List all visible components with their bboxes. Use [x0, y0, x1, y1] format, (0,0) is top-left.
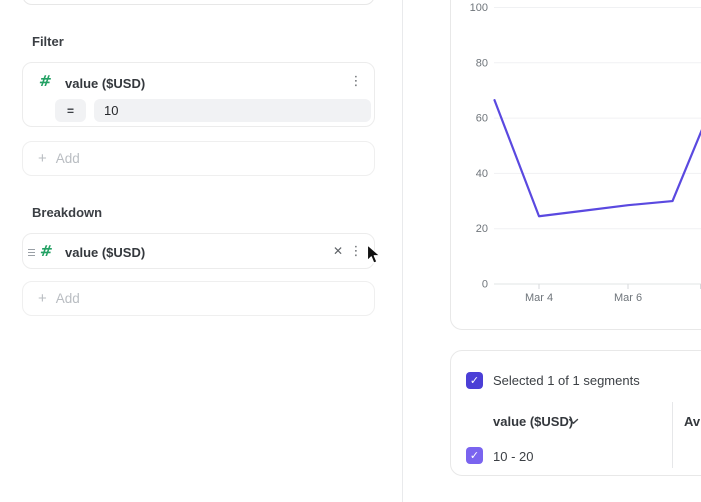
- selected-segments-summary: Selected 1 of 1 segments: [493, 373, 640, 388]
- segment-checkbox[interactable]: ✓: [466, 447, 483, 464]
- select-all-checkbox[interactable]: ✓: [466, 372, 483, 389]
- breakdown-section-title: Breakdown: [32, 205, 103, 220]
- filter-property-label: value ($USD): [65, 76, 146, 91]
- add-breakdown-button[interactable]: + Add: [22, 281, 375, 316]
- metric-column-header: Av: [684, 414, 701, 429]
- filter-card: # value ($USD) ⋮ =: [22, 62, 375, 127]
- number-hash-icon: #: [38, 72, 53, 90]
- panel-divider: [402, 0, 403, 502]
- filter-section-title: Filter: [32, 34, 64, 49]
- segments-card: ✓ Selected 1 of 1 segments value ($USD) …: [450, 350, 701, 476]
- breakdown-property-label: value ($USD): [65, 245, 146, 260]
- plus-icon: +: [38, 290, 47, 307]
- table-column-divider: [672, 402, 673, 468]
- previous-card-fragment: [22, 0, 375, 5]
- number-hash-icon: #: [39, 242, 54, 260]
- breakdown-card: # value ($USD) ✕ ⋮: [22, 233, 375, 269]
- operator-chip[interactable]: =: [55, 99, 86, 122]
- add-breakdown-label: Add: [55, 291, 80, 306]
- add-filter-label: Add: [55, 151, 80, 166]
- drag-handle-icon[interactable]: [27, 248, 36, 257]
- check-icon: ✓: [469, 374, 480, 387]
- filter-value-input[interactable]: [94, 99, 371, 122]
- chart-card: [450, 0, 701, 330]
- kebab-menu-icon[interactable]: ⋮: [349, 74, 363, 89]
- mouse-cursor: [366, 244, 381, 264]
- check-icon: ✓: [469, 449, 480, 462]
- kebab-menu-icon[interactable]: ⋮: [349, 244, 363, 259]
- plus-icon: +: [38, 150, 47, 167]
- chevron-down-icon[interactable]: [568, 418, 579, 425]
- add-filter-button[interactable]: + Add: [22, 141, 375, 176]
- remove-breakdown-icon[interactable]: ✕: [332, 244, 344, 258]
- segment-row-label: 10 - 20: [493, 449, 534, 464]
- breakdown-column-header[interactable]: value ($USD): [493, 414, 574, 429]
